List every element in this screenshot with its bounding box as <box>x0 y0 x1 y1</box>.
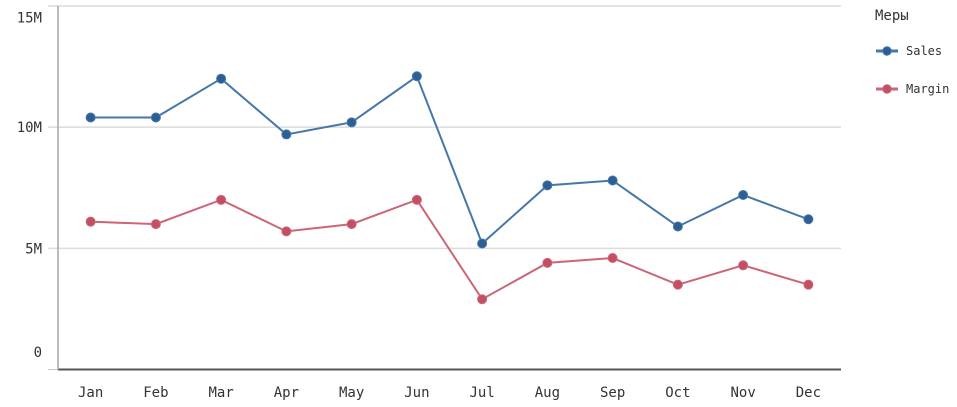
data-point-sales-sep[interactable] <box>607 175 618 186</box>
legend-label-sales: Sales <box>906 44 943 58</box>
legend-glyph-margin-icon <box>876 84 898 94</box>
data-point-margin-sep[interactable] <box>607 253 618 264</box>
y-axis-tick-label: 0 <box>34 345 42 361</box>
data-point-sales-jan[interactable] <box>85 112 96 123</box>
legend-glyph-sales-icon <box>876 46 898 56</box>
x-axis-tick-label[interactable]: Apr <box>274 385 299 401</box>
x-axis-tick-label[interactable]: Nov <box>730 385 755 401</box>
legend-items: Sales Margin <box>875 43 955 97</box>
data-point-margin-apr[interactable] <box>281 226 292 237</box>
series-line-margin[interactable] <box>90 198 809 301</box>
x-axis-tick-label[interactable]: Mar <box>208 385 233 401</box>
x-axis-tick-label[interactable]: May <box>339 385 364 401</box>
data-point-margin-nov[interactable] <box>738 260 749 271</box>
data-point-sales-nov[interactable] <box>738 190 749 201</box>
data-point-margin-jun[interactable] <box>411 194 422 205</box>
data-point-margin-jan[interactable] <box>85 216 96 227</box>
data-point-sales-oct[interactable] <box>672 221 683 232</box>
x-axis-tick-label[interactable]: Jul <box>469 385 494 401</box>
legend-label-margin: Margin <box>906 82 950 96</box>
data-point-margin-jul[interactable] <box>477 294 488 305</box>
x-axis-tick-label[interactable]: Jan <box>78 385 103 401</box>
data-point-sales-jul[interactable] <box>477 238 488 249</box>
x-axis-tick-label[interactable]: Feb <box>143 385 168 401</box>
data-point-sales-aug[interactable] <box>542 180 553 191</box>
x-axis-tick-label[interactable]: Aug <box>535 385 560 401</box>
x-axis-tick-label[interactable]: Dec <box>796 385 821 401</box>
data-point-margin-feb[interactable] <box>150 219 161 230</box>
data-point-margin-oct[interactable] <box>672 279 683 290</box>
data-point-margin-aug[interactable] <box>542 257 553 268</box>
series-line-sales[interactable] <box>90 74 809 246</box>
y-axis-tick-label: 15M <box>17 11 42 27</box>
data-point-margin-mar[interactable] <box>216 194 227 205</box>
y-axis-tick-label: 10M <box>17 120 42 136</box>
y-axis-tick-label: 5M <box>25 241 42 257</box>
data-point-sales-feb[interactable] <box>150 112 161 123</box>
x-axis-tick-label[interactable]: Sep <box>600 385 625 401</box>
data-point-sales-mar[interactable] <box>216 73 227 84</box>
data-point-margin-dec[interactable] <box>803 279 814 290</box>
x-axis-tick-label[interactable]: Jun <box>404 385 429 401</box>
data-point-sales-dec[interactable] <box>803 214 814 225</box>
legend-title: Меры <box>875 8 909 24</box>
x-axis-tick-label[interactable]: Oct <box>665 385 690 401</box>
legend: Меры Sales Margin <box>875 8 955 97</box>
data-point-margin-may[interactable] <box>346 219 357 230</box>
data-point-sales-apr[interactable] <box>281 129 292 140</box>
legend-item-sales[interactable]: Sales <box>875 43 955 59</box>
data-point-sales-jun[interactable] <box>411 71 422 82</box>
legend-item-margin[interactable]: Margin <box>875 81 955 97</box>
data-point-sales-may[interactable] <box>346 117 357 128</box>
